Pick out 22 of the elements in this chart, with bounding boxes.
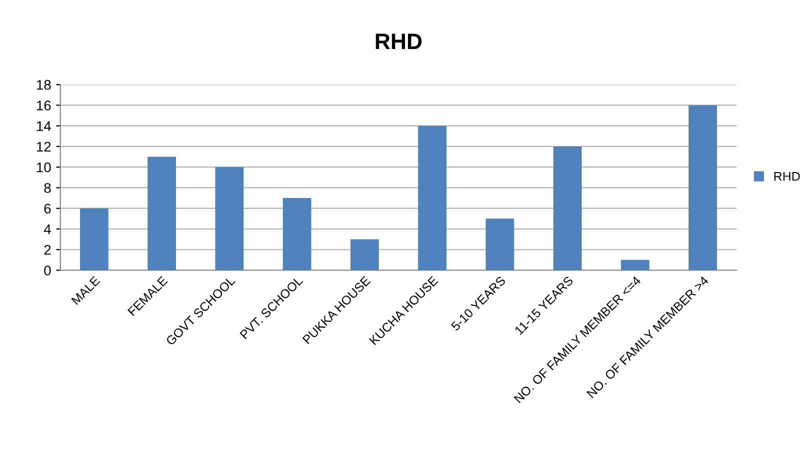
y-tick-label: 0: [44, 266, 51, 276]
bar: [553, 146, 582, 270]
bar: [148, 156, 176, 270]
y-tick-label: 12: [36, 142, 51, 152]
legend-label: RHD: [774, 172, 800, 181]
y-tick-label: 2: [44, 244, 51, 255]
y-tick-label: 8: [44, 183, 51, 193]
y-tick-label: 10: [36, 162, 51, 172]
bar: [80, 208, 108, 270]
bar: [418, 126, 446, 270]
y-tick-label: 18: [36, 80, 51, 90]
bar: [688, 105, 717, 270]
bar: [215, 167, 244, 270]
y-tick-label: 4: [44, 224, 51, 234]
y-tick-label: 14: [36, 121, 51, 131]
bar: [486, 218, 514, 270]
bar: [350, 239, 379, 270]
bar: [282, 198, 312, 270]
y-tick-label: 16: [36, 100, 51, 110]
y-tick-label: 6: [44, 204, 51, 214]
bar: [620, 260, 650, 270]
chart-title: RHD: [376, 34, 422, 50]
